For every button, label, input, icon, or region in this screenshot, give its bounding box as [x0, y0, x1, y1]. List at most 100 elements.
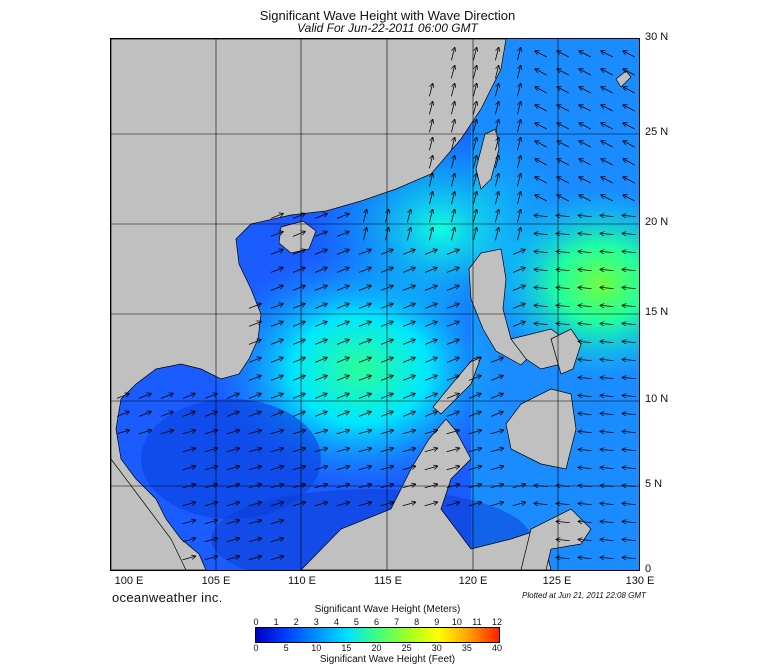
- wave-direction-arrow: [270, 520, 284, 525]
- wave-direction-arrow: [336, 232, 349, 237]
- wave-direction-arrow: [248, 412, 261, 417]
- wave-direction-arrow: [204, 520, 218, 525]
- lat-label: 0: [645, 563, 652, 575]
- wave-direction-arrow: [380, 376, 393, 381]
- wave-direction-arrow: [601, 449, 614, 450]
- wave-direction-arrow: [579, 141, 591, 148]
- wave-direction-arrow: [380, 250, 393, 255]
- wave-direction-arrow: [623, 359, 636, 360]
- wave-direction-arrow: [358, 430, 372, 435]
- wave-direction-arrow: [226, 556, 240, 561]
- wave-direction-arrow: [579, 251, 592, 252]
- wave-direction-arrow: [601, 323, 614, 324]
- wave-direction-arrow: [601, 359, 614, 360]
- wave-direction-arrow: [336, 286, 349, 291]
- wave-direction-arrow: [182, 430, 196, 435]
- wave-direction-arrow: [468, 358, 481, 363]
- wave-direction-arrow: [424, 502, 438, 507]
- wave-direction-arrow: [557, 141, 569, 148]
- wave-direction-arrow: [535, 485, 548, 486]
- wave-direction-arrow: [292, 304, 305, 309]
- wave-direction-arrow: [226, 502, 240, 507]
- wave-direction-arrow: [380, 358, 393, 363]
- wave-direction-arrow: [623, 251, 636, 252]
- wave-direction-arrow: [446, 268, 459, 273]
- wave-direction-arrow: [623, 395, 636, 396]
- wave-direction-arrow: [535, 287, 548, 288]
- wave-direction-arrow: [535, 251, 548, 252]
- wave-direction-arrow: [429, 138, 432, 151]
- wave-direction-arrow: [402, 286, 415, 291]
- lat-label: 20 N: [645, 216, 669, 228]
- wave-direction-arrow: [138, 430, 152, 435]
- wave-direction-arrow: [424, 484, 438, 489]
- wave-direction-arrow: [490, 502, 504, 507]
- wave-direction-arrow: [601, 233, 614, 234]
- wave-direction-arrow: [424, 358, 437, 363]
- lon-label: 125 E: [542, 575, 572, 587]
- wave-direction-arrow: [314, 232, 327, 237]
- wave-direction-arrow: [270, 250, 283, 255]
- wave-direction-arrow: [446, 466, 460, 471]
- map-subtitle: Valid For Jun-22-2011 06:00 GMT: [297, 21, 478, 35]
- wave-direction-arrow: [579, 467, 592, 468]
- wave-direction-arrow: [204, 412, 217, 417]
- wave-direction-arrow: [495, 66, 498, 79]
- wave-direction-arrow: [314, 448, 328, 453]
- wave-direction-arrow: [402, 268, 415, 273]
- wave-direction-arrow: [623, 287, 636, 288]
- wave-direction-arrow: [557, 159, 569, 166]
- wave-direction-arrow: [182, 520, 196, 525]
- wave-direction-arrow: [292, 322, 305, 327]
- wave-direction-arrow: [451, 120, 454, 133]
- wave-direction-arrow: [623, 215, 636, 216]
- wave-direction-arrow: [623, 467, 636, 468]
- wave-direction-arrow: [512, 286, 525, 291]
- wave-direction-arrow: [468, 394, 481, 399]
- wave-direction-arrow: [270, 394, 283, 399]
- wave-direction-arrow: [535, 503, 548, 504]
- wave-direction-arrow: [358, 340, 371, 345]
- lat-label: 15 N: [645, 306, 669, 318]
- wave-direction-arrow: [182, 466, 196, 471]
- wave-direction-arrow: [380, 322, 393, 327]
- wave-direction-arrow: [473, 66, 476, 79]
- wave-direction-arrow: [314, 466, 328, 471]
- land-masses: [111, 39, 632, 570]
- wave-direction-arrow: [623, 87, 635, 94]
- wave-direction-arrow: [535, 269, 548, 270]
- lon-label: 110 E: [288, 575, 316, 587]
- wave-direction-arrow: [490, 394, 503, 399]
- colorbar-tick-feet: 30: [431, 643, 442, 653]
- wave-direction-arrow: [579, 413, 592, 414]
- wave-direction-arrow: [495, 210, 498, 223]
- wave-direction-arrow: [535, 177, 547, 184]
- lon-label: 120 E: [458, 575, 488, 587]
- wave-direction-arrow: [402, 304, 415, 309]
- colorbar-tick-meters: 3: [313, 617, 319, 627]
- wave-direction-arrow: [517, 120, 520, 133]
- wave-direction-arrow: [292, 412, 305, 417]
- wave-direction-arrow: [248, 538, 262, 543]
- wave-direction-arrow: [407, 228, 410, 241]
- wave-direction-arrow: [446, 286, 459, 291]
- wave-direction-arrow: [579, 359, 592, 360]
- wave-direction-arrow: [270, 322, 283, 327]
- wave-direction-arrow: [380, 502, 394, 507]
- colorbar-tick-feet: 10: [311, 643, 322, 653]
- wave-direction-arrow: [579, 87, 591, 94]
- wave-map: [110, 38, 640, 571]
- wave-direction-arrow: [424, 412, 437, 417]
- wave-direction-arrow: [517, 228, 520, 241]
- wave-direction-arrow: [314, 484, 328, 489]
- wave-direction-arrow: [446, 358, 459, 363]
- wave-direction-arrow: [579, 449, 592, 450]
- map-title: Significant Wave Height with Wave Direct…: [259, 8, 516, 23]
- wave-direction-arrow: [601, 159, 613, 166]
- wave-direction-arrow: [495, 192, 498, 205]
- lon-label: 105 E: [201, 575, 231, 587]
- wave-direction-arrow: [623, 377, 636, 378]
- wave-direction-arrow: [270, 376, 283, 381]
- wave-direction-arrow: [623, 123, 635, 130]
- wave-direction-arrow: [138, 412, 151, 417]
